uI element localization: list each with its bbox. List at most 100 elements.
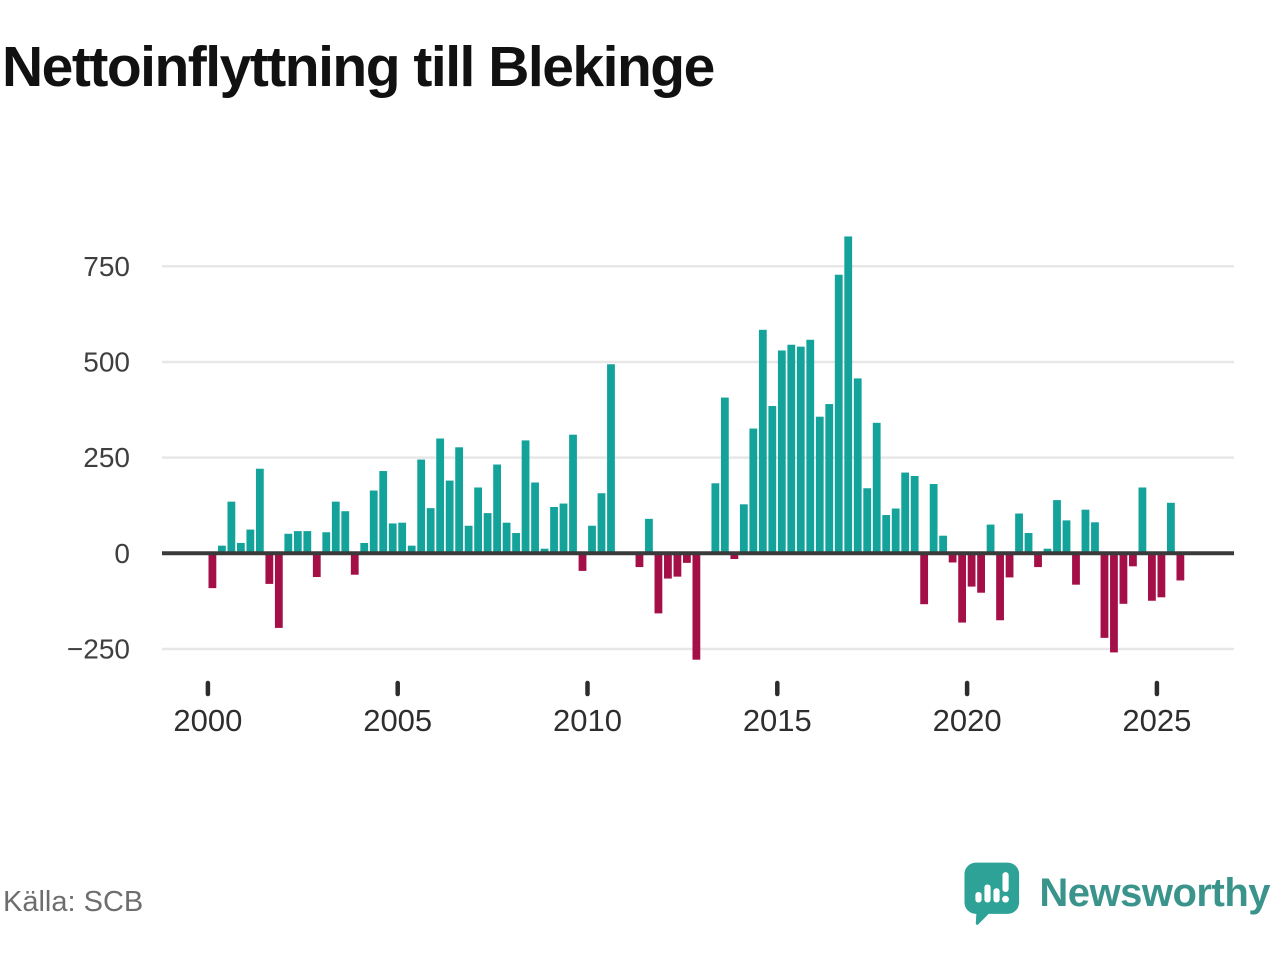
x-axis-label-2000: 2000 (173, 703, 242, 738)
bar (208, 553, 217, 589)
bar (331, 501, 340, 554)
y-axis-label-0: 0 (114, 538, 130, 569)
bar (863, 488, 872, 554)
y-axis-label-500: 500 (83, 346, 130, 377)
bar (550, 507, 558, 554)
y-axis-label--250: −250 (67, 633, 130, 664)
bar (540, 548, 549, 554)
bar (531, 482, 539, 554)
bar (796, 346, 805, 554)
bar (683, 553, 691, 563)
bar (578, 553, 587, 571)
x-axis-label-2025: 2025 (1122, 703, 1191, 738)
bar (1129, 553, 1137, 567)
bar (929, 484, 938, 554)
bar (901, 472, 910, 554)
bar (664, 553, 672, 579)
bar (303, 531, 312, 554)
bar (1166, 502, 1175, 554)
bar (967, 553, 976, 587)
bar (758, 329, 767, 554)
bar (341, 511, 350, 554)
chart-title: Nettoinflyttning till Blekinge (2, 35, 715, 99)
bar (806, 339, 815, 554)
newsworthy-logo-icon (964, 862, 1020, 925)
bar (1138, 487, 1147, 554)
bar (1015, 513, 1023, 554)
bar (673, 553, 682, 577)
y-axis-label-250: 250 (83, 442, 130, 473)
bar (1024, 533, 1033, 554)
logo-bar-medium (984, 884, 991, 903)
bar (1176, 553, 1185, 581)
x-axis-label-2005: 2005 (363, 703, 432, 738)
x-axis-label-2020: 2020 (933, 703, 1002, 738)
bar (417, 459, 426, 554)
bar (948, 553, 957, 563)
newsworthy-wordmark: Newsworthy (1039, 870, 1270, 915)
bar (559, 503, 568, 554)
bar (654, 553, 663, 614)
y-axis-label-750: 750 (83, 251, 130, 282)
bar (426, 508, 435, 554)
logo-bar-tall (993, 888, 1001, 903)
bar (711, 483, 720, 554)
bar (777, 350, 786, 554)
bar (692, 553, 701, 660)
x-axis-label-2015: 2015 (743, 703, 812, 738)
newsworthy-branding: Newsworthy (964, 860, 1270, 926)
bar (635, 553, 644, 568)
bar (597, 493, 606, 554)
bar (977, 553, 985, 593)
bar (255, 468, 264, 554)
bar (1091, 522, 1099, 554)
bar (939, 535, 948, 554)
bar (882, 515, 891, 554)
bar (312, 553, 321, 578)
bar (502, 522, 511, 554)
bar (407, 545, 416, 554)
bar (730, 553, 739, 560)
bar (815, 416, 824, 554)
bar (607, 364, 615, 554)
bar (1043, 548, 1052, 554)
bar (521, 440, 530, 554)
bar (588, 525, 596, 554)
bar (1100, 553, 1109, 638)
bar (398, 522, 407, 554)
bar (739, 504, 748, 554)
bar (834, 274, 843, 554)
bar (236, 542, 245, 554)
bar (265, 553, 274, 584)
bar (369, 490, 378, 554)
bar (474, 487, 483, 554)
bar (246, 529, 255, 554)
bar (1072, 553, 1080, 585)
bar (1148, 553, 1156, 601)
bar (1119, 553, 1128, 604)
bar (720, 397, 729, 554)
bar (749, 428, 758, 554)
logo-exclamation-dot (1002, 895, 1010, 903)
bar (227, 501, 236, 554)
bar (958, 553, 967, 623)
bar (493, 464, 501, 554)
bar (996, 553, 1004, 621)
bar (445, 480, 454, 554)
bar (1081, 509, 1090, 554)
bar (1157, 553, 1166, 598)
bar (853, 378, 862, 554)
bar (844, 236, 853, 554)
bar (1110, 553, 1118, 653)
bar (787, 344, 796, 554)
bar (464, 525, 473, 554)
bar (483, 513, 492, 554)
bar (1053, 500, 1061, 554)
bar (293, 531, 302, 554)
logo-exclamation-bar (1002, 872, 1010, 893)
bar (920, 553, 929, 605)
speech-bubble-shape (964, 862, 1020, 925)
bar (1062, 520, 1071, 554)
